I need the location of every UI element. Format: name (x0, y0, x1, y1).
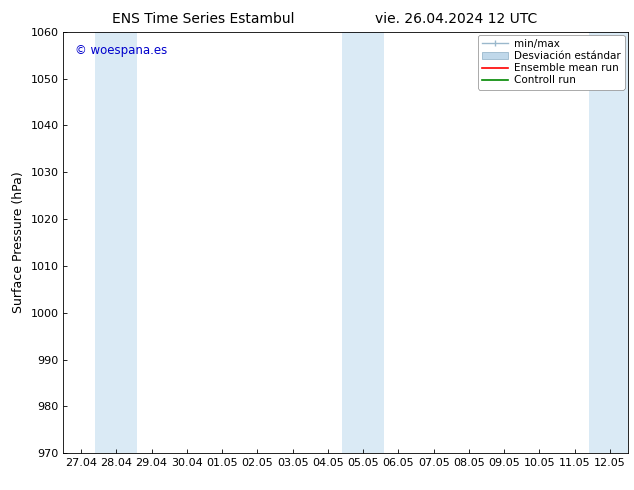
Bar (95, 32, 138, 453)
Text: vie. 26.04.2024 12 UTC: vie. 26.04.2024 12 UTC (375, 12, 538, 26)
Y-axis label: Surface Pressure (hPa): Surface Pressure (hPa) (12, 172, 25, 314)
Bar (589, 32, 631, 453)
Bar (342, 32, 384, 453)
Legend: min/max, Desviación estándar, Ensemble mean run, Controll run: min/max, Desviación estándar, Ensemble m… (478, 35, 624, 90)
Text: © woespana.es: © woespana.es (75, 45, 167, 57)
Text: ENS Time Series Estambul: ENS Time Series Estambul (112, 12, 294, 26)
